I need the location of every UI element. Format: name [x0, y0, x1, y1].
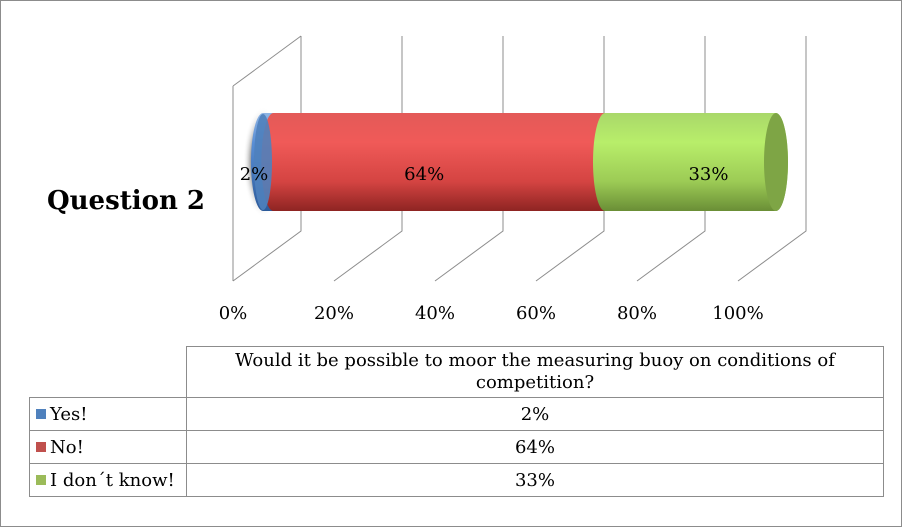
legend-label-dont-know: I don´t know! [50, 469, 175, 491]
data-table-row: Yes! 2% [29, 397, 884, 431]
x-tick-label: 0% [219, 303, 248, 324]
bar-segment [593, 113, 788, 211]
legend-swatch-dont-know [36, 474, 46, 485]
data-table-row-label: Yes! [29, 397, 187, 431]
legend-label-yes: Yes! [50, 403, 88, 425]
data-table-row: No! 64% [29, 430, 884, 464]
x-tick-label: 80% [617, 303, 657, 324]
data-table-cell: 33% [186, 463, 884, 497]
x-axis-tick-labels: 0% 20% 40% 60% 80% 100% [219, 303, 764, 324]
data-table-row: I don´t know! 33% [29, 463, 884, 497]
data-label: 33% [688, 164, 728, 185]
data-table-header-row: Would it be possible to moor the measuri… [29, 346, 884, 398]
gridline [535, 36, 605, 282]
x-tick-label: 100% [712, 303, 763, 324]
x-tick-label: 40% [415, 303, 455, 324]
legend-swatch-yes [36, 408, 46, 419]
chart-plot: 2% 64% 33% 0% 20% 40% 60% 80% 100% Question 2 [47, 35, 807, 324]
bar-series-group [243, 107, 788, 217]
gridline [636, 36, 706, 282]
data-table-cell: 64% [186, 430, 884, 464]
bar-end-cap [764, 113, 788, 211]
data-table-header: Would it be possible to moor the measuri… [186, 346, 884, 398]
category-label: Question 2 [47, 186, 205, 216]
data-table: Would it be possible to moor the measuri… [29, 346, 884, 497]
legend-swatch-no [36, 441, 46, 452]
bar-start-cap [254, 114, 272, 210]
data-label: 2% [240, 164, 269, 185]
axis-wall-edge [232, 35, 302, 87]
legend-label-no: No! [50, 436, 84, 458]
x-tick-label: 60% [516, 303, 556, 324]
data-label: 64% [404, 164, 444, 185]
gridline [434, 36, 504, 282]
gridline [737, 36, 807, 282]
data-table-corner [29, 346, 187, 398]
data-table-row-label: No! [29, 430, 187, 464]
data-table-cell: 2% [186, 397, 884, 431]
gridline [333, 36, 403, 282]
data-labels: 2% 64% 33% [240, 164, 729, 185]
data-table-row-label: I don´t know! [29, 463, 187, 497]
bar-segment [261, 113, 617, 211]
x-tick-label: 20% [314, 303, 354, 324]
gridlines [232, 35, 807, 282]
gridline [232, 36, 302, 282]
